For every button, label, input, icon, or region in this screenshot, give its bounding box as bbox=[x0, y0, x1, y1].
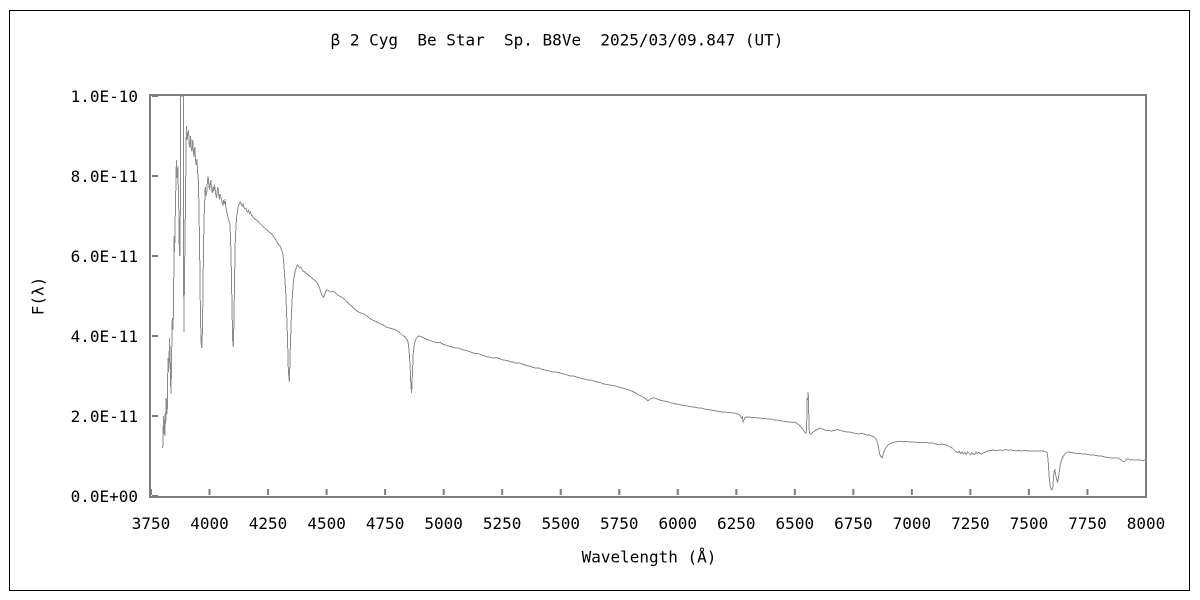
chart-title: β 2 Cyg Be Star Sp. B8Ve 2025/03/09.847 … bbox=[330, 30, 784, 50]
x-tick-label: 5500 bbox=[541, 514, 580, 533]
x-tick-label: 7250 bbox=[951, 514, 990, 533]
x-axis-ticks: 3750 4000 4250 4500 4750 5000 5250 5500 5750 6000… bbox=[132, 489, 1166, 533]
x-tick-label: 6000 bbox=[658, 514, 697, 533]
x-tick-label: 6750 bbox=[834, 514, 873, 533]
x-tick-label: 6500 bbox=[776, 514, 815, 533]
x-tick-label: 4250 bbox=[249, 514, 288, 533]
y-tick-label: 4.0E-11 bbox=[71, 327, 138, 346]
x-tick-label: 7750 bbox=[1068, 514, 1107, 533]
x-tick-label: 4750 bbox=[366, 514, 405, 533]
x-axis-title: Wavelength (Å) bbox=[581, 547, 717, 567]
y-tick-label: 0.0E+00 bbox=[71, 487, 138, 506]
plot-box bbox=[149, 94, 1147, 498]
y-tick-label: 1.0E-10 bbox=[71, 87, 138, 106]
x-tick-label: 4500 bbox=[307, 514, 346, 533]
x-tick-label: 8000 bbox=[1127, 514, 1166, 533]
x-tick-label: 5750 bbox=[600, 514, 639, 533]
x-tick-label: 3750 bbox=[132, 514, 171, 533]
spectrum-line bbox=[162, 95, 1147, 492]
x-tick-label: 7500 bbox=[1010, 514, 1049, 533]
x-tick-label: 5000 bbox=[424, 514, 463, 533]
outer-border bbox=[9, 10, 1190, 591]
x-tick-label: 5250 bbox=[483, 514, 522, 533]
y-tick-label: 6.0E-11 bbox=[71, 247, 138, 266]
y-tick-label: 2.0E-11 bbox=[71, 407, 138, 426]
x-tick-label: 6250 bbox=[717, 514, 756, 533]
x-tick-label: 4000 bbox=[190, 514, 229, 533]
x-tick-label: 7000 bbox=[893, 514, 932, 533]
y-tick-label: 8.0E-11 bbox=[71, 167, 138, 186]
y-axis-ticks: 0.0E+00 2.0E-11 4.0E-11 6.0E-11 8.0E-11 1.0E-… bbox=[71, 87, 158, 506]
